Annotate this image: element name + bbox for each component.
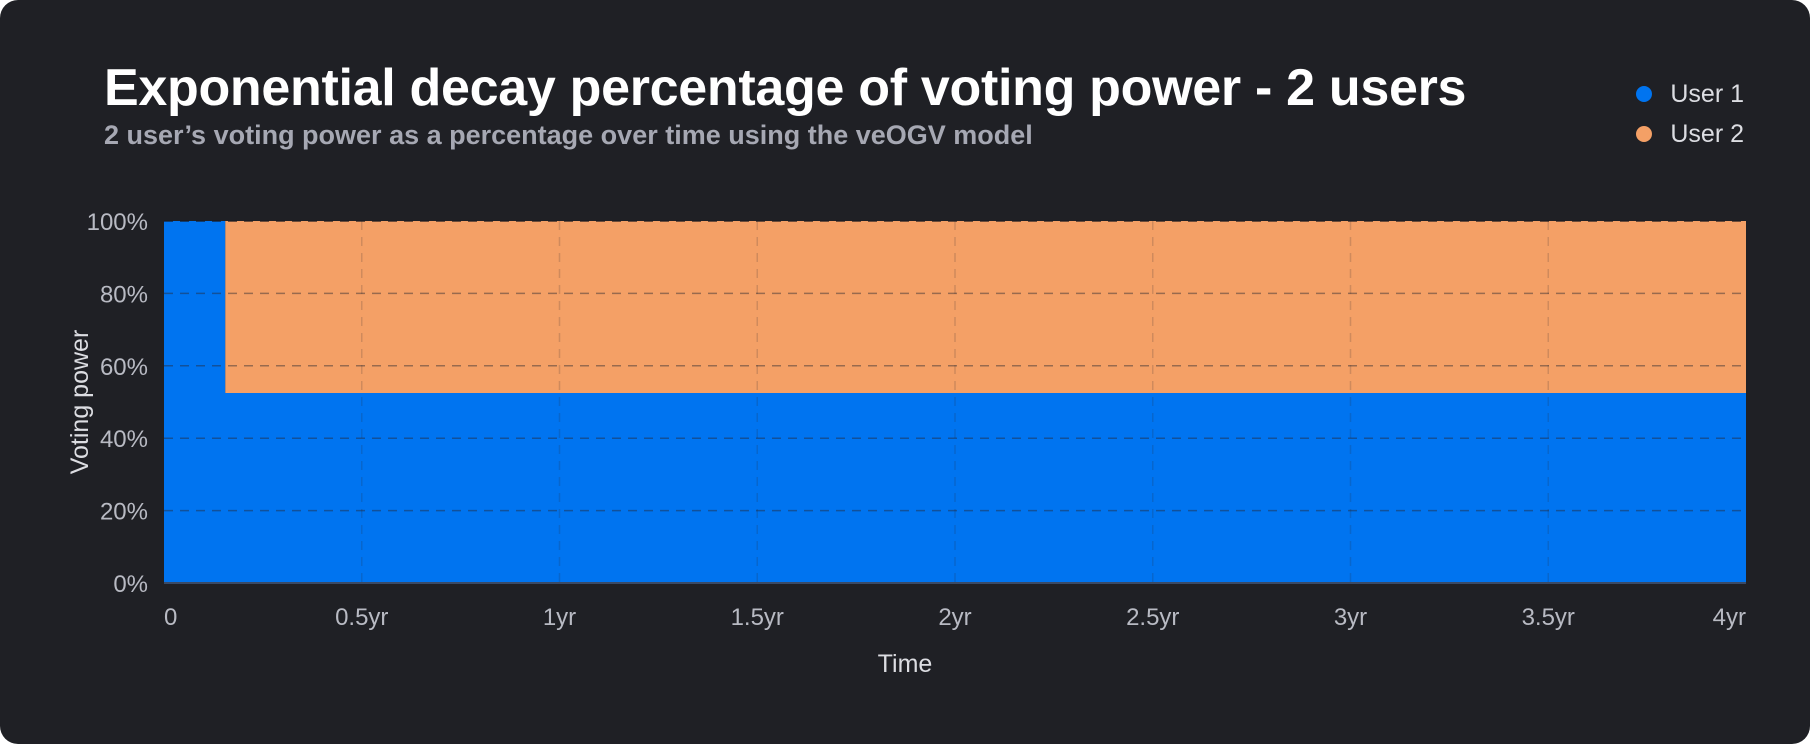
x-tick-label: 3yr [1334, 604, 1367, 631]
legend-item-user-2: User 2 [1636, 114, 1744, 154]
chart-title: Exponential decay percentage of voting p… [104, 59, 1467, 117]
y-tick-label: 40% [100, 426, 148, 453]
x-axis-title: Time [878, 650, 933, 678]
x-tick-label: 4yr [1713, 604, 1746, 631]
x-tick-label: 2.5yr [1126, 604, 1179, 631]
legend-swatch-user-2 [1636, 126, 1653, 142]
legend: User 1 User 2 [1636, 74, 1744, 154]
y-axis-title: Voting power [66, 330, 94, 475]
area-series-1 [164, 221, 1746, 583]
y-tick-label: 100% [87, 209, 148, 236]
y-tick-label: 80% [100, 281, 148, 308]
x-tick-label: 1yr [543, 604, 576, 631]
legend-label-user-2: User 2 [1670, 119, 1744, 148]
legend-item-user-1: User 1 [1636, 74, 1744, 114]
x-tick-label: 0.5yr [335, 604, 388, 631]
y-tick-label: 20% [100, 499, 148, 526]
x-tick-label: 1.5yr [731, 604, 784, 631]
x-tick-label: 0 [164, 604, 177, 631]
x-tick-label: 3.5yr [1522, 604, 1575, 631]
x-tick-label: 2yr [938, 604, 971, 631]
y-tick-label: 0% [113, 571, 148, 598]
legend-swatch-user-1 [1636, 86, 1653, 102]
legend-label-user-1: User 1 [1670, 79, 1744, 108]
y-tick-label: 60% [100, 354, 148, 381]
chart-subtitle: 2 user’s voting power as a percentage ov… [104, 120, 1033, 150]
area-series-2 [164, 221, 1746, 393]
